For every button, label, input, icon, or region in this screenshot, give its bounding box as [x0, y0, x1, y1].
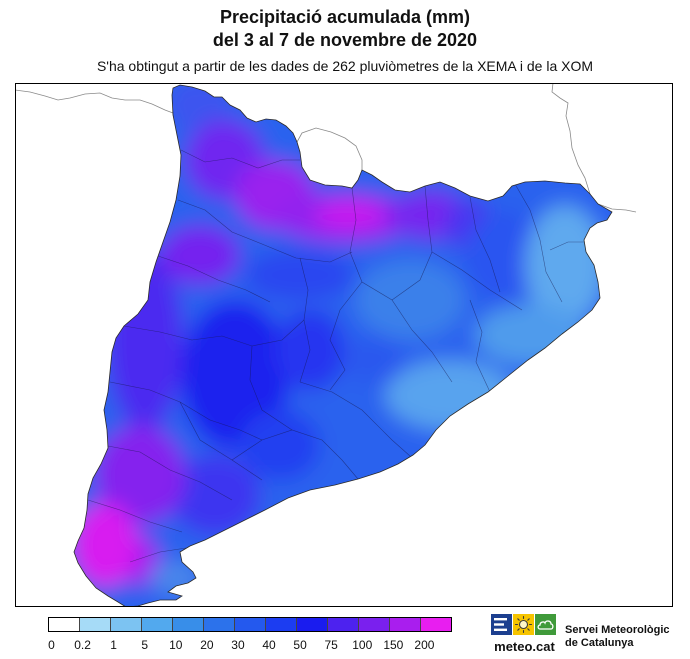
comarca-boundary — [514, 183, 563, 303]
comarca-boundary — [209, 419, 263, 441]
organization-line-2: de Catalunya — [565, 637, 634, 649]
legend-label: 0 — [48, 638, 55, 652]
comarca-boundary — [424, 185, 523, 311]
precipitation-patch — [74, 503, 137, 587]
meteocat-logo: meteo.cat — [491, 614, 558, 657]
comarca-boundary — [349, 187, 453, 383]
logo-icons — [491, 614, 558, 635]
comarca-boundary — [177, 199, 353, 263]
legend-swatch — [328, 618, 359, 631]
precipitation-patch — [245, 250, 355, 300]
precipitation-patch — [160, 225, 240, 285]
comarca-boundary — [231, 429, 359, 480]
legend-swatch — [111, 618, 142, 631]
comarca-boundary — [123, 319, 305, 347]
sun-icon — [513, 614, 534, 635]
neighbor-border — [551, 83, 591, 195]
comarca-boundary — [549, 241, 586, 251]
legend-label: 10 — [169, 638, 183, 652]
legend-swatch — [204, 618, 235, 631]
precipitation-patch — [355, 260, 465, 340]
color-legend — [48, 617, 452, 632]
legend-swatch — [297, 618, 328, 631]
precipitation-patch — [525, 205, 605, 325]
precipitation-patch — [240, 410, 320, 480]
legend-label: 200 — [414, 638, 435, 652]
legend-label: 20 — [200, 638, 214, 652]
bars-icon — [491, 614, 512, 635]
comarca-boundary — [469, 299, 491, 393]
comarca-boundary — [107, 445, 233, 501]
legend-label: 75 — [324, 638, 338, 652]
precipitation-patch — [170, 455, 260, 535]
legend-swatch — [80, 618, 111, 631]
legend-label: 5 — [141, 638, 149, 652]
comarca-boundary — [329, 281, 363, 391]
legend-swatch — [142, 618, 173, 631]
comarca-boundary — [109, 381, 211, 421]
precipitation-patch — [345, 335, 405, 385]
map-frame — [15, 83, 673, 607]
map-date-range: del 3 al 7 de novembre de 2020 — [212, 30, 478, 50]
comarca-boundaries — [87, 149, 586, 563]
legend-swatch — [266, 618, 297, 631]
neighbor-border — [15, 89, 174, 114]
comarca-boundary — [87, 499, 183, 533]
legend-swatch — [235, 618, 266, 631]
legend-swatch — [173, 618, 204, 631]
comarca-boundary — [249, 345, 293, 431]
organization-name: Servei Meteorològic de Catalunya — [565, 624, 670, 650]
legend-label: 1 — [110, 638, 117, 652]
legend-label: 100 — [352, 638, 373, 652]
precipitation-patch — [465, 210, 545, 300]
logo-brand-text: meteo.cat — [494, 639, 555, 654]
catalonia-outline — [73, 84, 613, 607]
legend-label: 0.2 — [74, 638, 91, 652]
precipitation-map — [15, 83, 673, 607]
legend-swatch — [359, 618, 390, 631]
legend-swatch — [49, 618, 80, 631]
legend-label: 40 — [262, 638, 276, 652]
legend-label: 30 — [231, 638, 245, 652]
organization-line-1: Servei Meteorològic — [565, 624, 670, 636]
precipitation-patch — [315, 201, 385, 229]
legend-label: 50 — [293, 638, 307, 652]
comarca-boundary — [180, 149, 300, 169]
neighbor-borders — [15, 83, 637, 213]
comarca-boundary — [157, 255, 271, 303]
comarca-boundary — [391, 251, 433, 301]
map-subtitle: S'ha obtingut a partir de les dades de 2… — [96, 58, 594, 74]
precipitation-patch — [180, 300, 290, 450]
comarca-boundary — [129, 547, 187, 563]
neighbor-border — [296, 127, 363, 170]
comarca-boundary — [179, 401, 263, 481]
cloud-icon — [535, 614, 556, 635]
precipitation-patch — [95, 425, 185, 525]
map-title: Precipitació acumulada (mm) — [219, 7, 471, 27]
comarca-boundary — [299, 381, 411, 457]
legend-swatch — [421, 618, 451, 631]
neighbor-border — [597, 203, 637, 213]
comarca-boundary — [469, 196, 501, 293]
legend-label: 150 — [383, 638, 404, 652]
legend-swatch — [390, 618, 421, 631]
